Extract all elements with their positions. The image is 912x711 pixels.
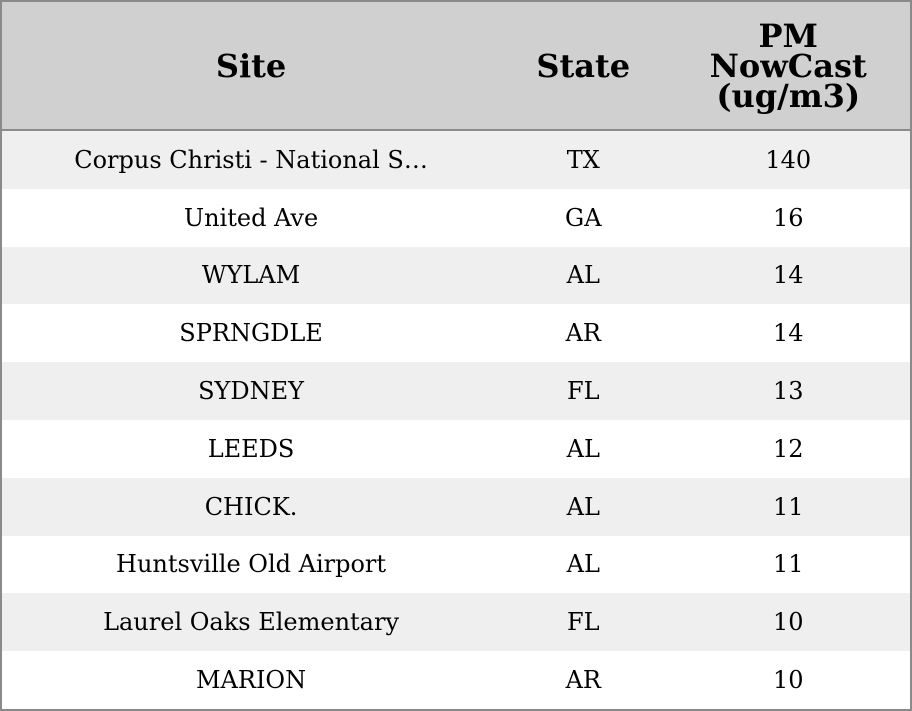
header-row: Site State PM NowCast (ug/m3) bbox=[1, 1, 911, 131]
state-cell: AL bbox=[500, 477, 667, 536]
state-cell: TX bbox=[500, 130, 667, 189]
value-cell: 10 bbox=[666, 651, 911, 710]
state-cell: AR bbox=[500, 304, 667, 363]
site-cell: United Ave bbox=[1, 188, 501, 247]
table-row: CHICK. AL 11 bbox=[1, 477, 911, 536]
table-row: Laurel Oaks Elementary FL 10 bbox=[1, 593, 911, 652]
column-header: Site bbox=[1, 1, 501, 131]
column-header-text: PM NowCast (ug/m3) bbox=[709, 16, 867, 115]
table-row: LEEDS AL 12 bbox=[1, 419, 911, 478]
site-cell: Laurel Oaks Elementary bbox=[1, 593, 501, 652]
site-cell: MARION bbox=[1, 651, 501, 710]
value-cell: 12 bbox=[666, 419, 911, 478]
state-cell: FL bbox=[500, 593, 667, 652]
site-cell: Huntsville Old Airport bbox=[1, 535, 501, 594]
column-header: PM NowCast (ug/m3) bbox=[666, 1, 911, 131]
state-cell: AL bbox=[500, 419, 667, 478]
value-cell: 14 bbox=[666, 246, 911, 305]
state-cell: GA bbox=[500, 188, 667, 247]
state-cell: AR bbox=[500, 651, 667, 710]
value-cell: 11 bbox=[666, 477, 911, 536]
value-cell: 16 bbox=[666, 188, 911, 247]
state-cell: AL bbox=[500, 246, 667, 305]
site-cell: Corpus Christi - National S… bbox=[1, 130, 501, 189]
site-cell: CHICK. bbox=[1, 477, 501, 536]
table-row: WYLAM AL 14 bbox=[1, 246, 911, 305]
table-body: Corpus Christi - National S… TX 140 United … bbox=[1, 130, 911, 710]
table-row: SPRNGDLE AR 14 bbox=[1, 304, 911, 363]
value-cell: 140 bbox=[666, 130, 911, 189]
table-row: MARION AR 10 bbox=[1, 651, 911, 710]
table-row: Corpus Christi - National S… TX 140 bbox=[1, 130, 911, 189]
site-cell: WYLAM bbox=[1, 246, 501, 305]
table-row: Huntsville Old Airport AL 11 bbox=[1, 535, 911, 594]
value-cell: 13 bbox=[666, 362, 911, 420]
state-cell: AL bbox=[500, 535, 667, 594]
site-cell: LEEDS bbox=[1, 419, 501, 478]
table-row: United Ave GA 16 bbox=[1, 188, 911, 247]
value-cell: 10 bbox=[666, 593, 911, 652]
value-cell: 11 bbox=[666, 535, 911, 594]
column-header: State bbox=[500, 1, 667, 131]
site-cell: SPRNGDLE bbox=[1, 304, 501, 363]
state-cell: FL bbox=[500, 362, 667, 420]
table-row: SYDNEY FL 13 bbox=[1, 362, 911, 420]
site-cell: SYDNEY bbox=[1, 362, 501, 420]
table-header: Site State PM NowCast (ug/m3) bbox=[1, 1, 911, 131]
value-cell: 14 bbox=[666, 304, 911, 363]
